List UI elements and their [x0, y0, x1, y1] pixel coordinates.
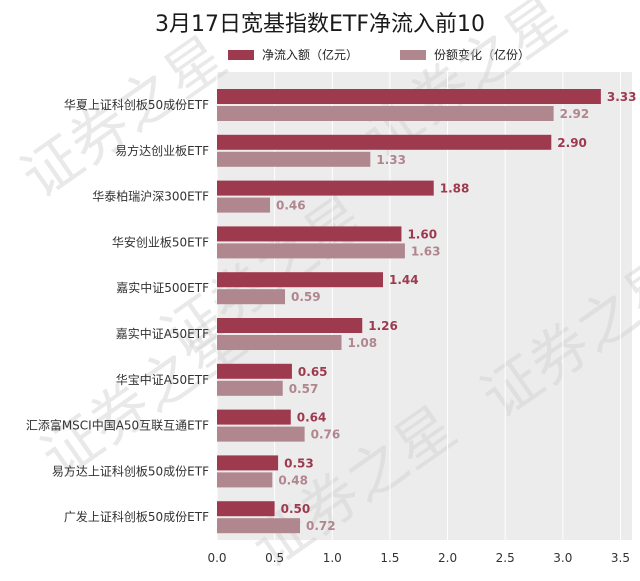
legend-item-net-inflow: 净流入额（亿元） — [228, 46, 358, 63]
bar-net-inflow — [217, 318, 363, 333]
data-label-net-inflow: 1.26 — [368, 319, 398, 333]
x-tick-label: 3.5 — [611, 551, 630, 565]
bar-net-inflow — [217, 455, 279, 471]
bar-share-change — [217, 426, 305, 442]
x-tick-label: 1.0 — [323, 551, 342, 565]
data-label-share-change: 0.76 — [311, 428, 341, 442]
bar-share-change — [217, 243, 405, 259]
bar-share-change — [217, 518, 300, 534]
x-tick-label: 2.5 — [496, 551, 515, 565]
chart-title: 3月17日宽基指数ETF净流入前10 — [155, 12, 485, 37]
data-label-share-change: 0.57 — [289, 382, 319, 396]
data-label-net-inflow: 0.53 — [284, 456, 314, 470]
category-label: 嘉实中证500ETF — [116, 280, 209, 295]
category-label: 华安创业板50ETF — [112, 234, 209, 249]
bar-share-change — [217, 289, 286, 305]
category-label: 嘉实中证A50ETF — [116, 326, 209, 341]
legend-label-net-inflow: 净流入额（亿元） — [262, 48, 359, 62]
data-label-share-change: 0.46 — [276, 199, 306, 213]
bar-net-inflow — [217, 501, 275, 517]
x-tick-label: 1.5 — [380, 551, 399, 565]
data-label-share-change: 1.33 — [376, 153, 406, 167]
x-tick-label: 2.0 — [438, 551, 457, 565]
legend-item-share-change: 份额变化（亿份） — [400, 46, 530, 63]
data-label-net-inflow: 0.65 — [298, 365, 328, 379]
data-label-net-inflow: 1.60 — [407, 227, 437, 241]
data-label-net-inflow: 0.50 — [281, 502, 311, 516]
bar-share-change — [217, 106, 554, 121]
data-label-share-change: 2.92 — [560, 107, 590, 121]
bar-share-change — [217, 335, 342, 350]
legend-swatch-net-inflow — [228, 49, 254, 60]
bar-net-inflow — [217, 363, 292, 379]
category-label: 广发上证科创板50成份ETF — [64, 509, 209, 524]
data-label-share-change: 1.63 — [411, 244, 441, 258]
category-label: 华泰柏瑞沪深300ETF — [92, 189, 209, 204]
bar-share-change — [217, 380, 283, 396]
bar-net-inflow — [217, 226, 402, 242]
bar-share-change — [217, 197, 271, 213]
data-label-share-change: 0.72 — [306, 519, 336, 533]
bar-net-inflow — [217, 134, 552, 150]
chart-legend: 净流入额（亿元） 份额变化（亿份） — [0, 46, 640, 64]
data-label-net-inflow: 1.88 — [440, 182, 470, 196]
data-label-share-change: 0.48 — [278, 473, 308, 487]
data-label-share-change: 0.59 — [291, 290, 321, 304]
category-label: 华宝中证A50ETF — [116, 372, 209, 387]
category-label: 易方达上证科创板50成份ETF — [52, 463, 209, 478]
category-label: 华夏上证科创板50成份ETF — [64, 98, 209, 112]
bar-net-inflow — [217, 180, 434, 196]
legend-label-share-change: 份额变化（亿份） — [434, 48, 531, 62]
category-label: 易方达创业板ETF — [115, 143, 209, 158]
category-label: 汇添富MSCI中国A50互联互通ETF — [26, 418, 209, 433]
bar-share-change — [217, 472, 273, 488]
x-tick-label: 0.5 — [265, 551, 284, 565]
data-label-net-inflow: 3.33 — [607, 90, 637, 104]
data-label-share-change: 1.08 — [348, 336, 378, 350]
bar-net-inflow — [217, 89, 601, 104]
bar-share-change — [217, 151, 371, 167]
x-tick-label: 3.0 — [553, 551, 572, 565]
x-tick-label: 0.0 — [207, 551, 226, 565]
bar-net-inflow — [217, 409, 291, 425]
data-label-net-inflow: 1.44 — [389, 273, 419, 287]
legend-swatch-share-change — [400, 49, 426, 60]
watermark-text: 证券之星 — [9, 23, 238, 212]
bar-net-inflow — [217, 272, 383, 288]
data-label-net-inflow: 0.64 — [297, 411, 327, 425]
data-label-net-inflow: 2.90 — [557, 136, 587, 150]
